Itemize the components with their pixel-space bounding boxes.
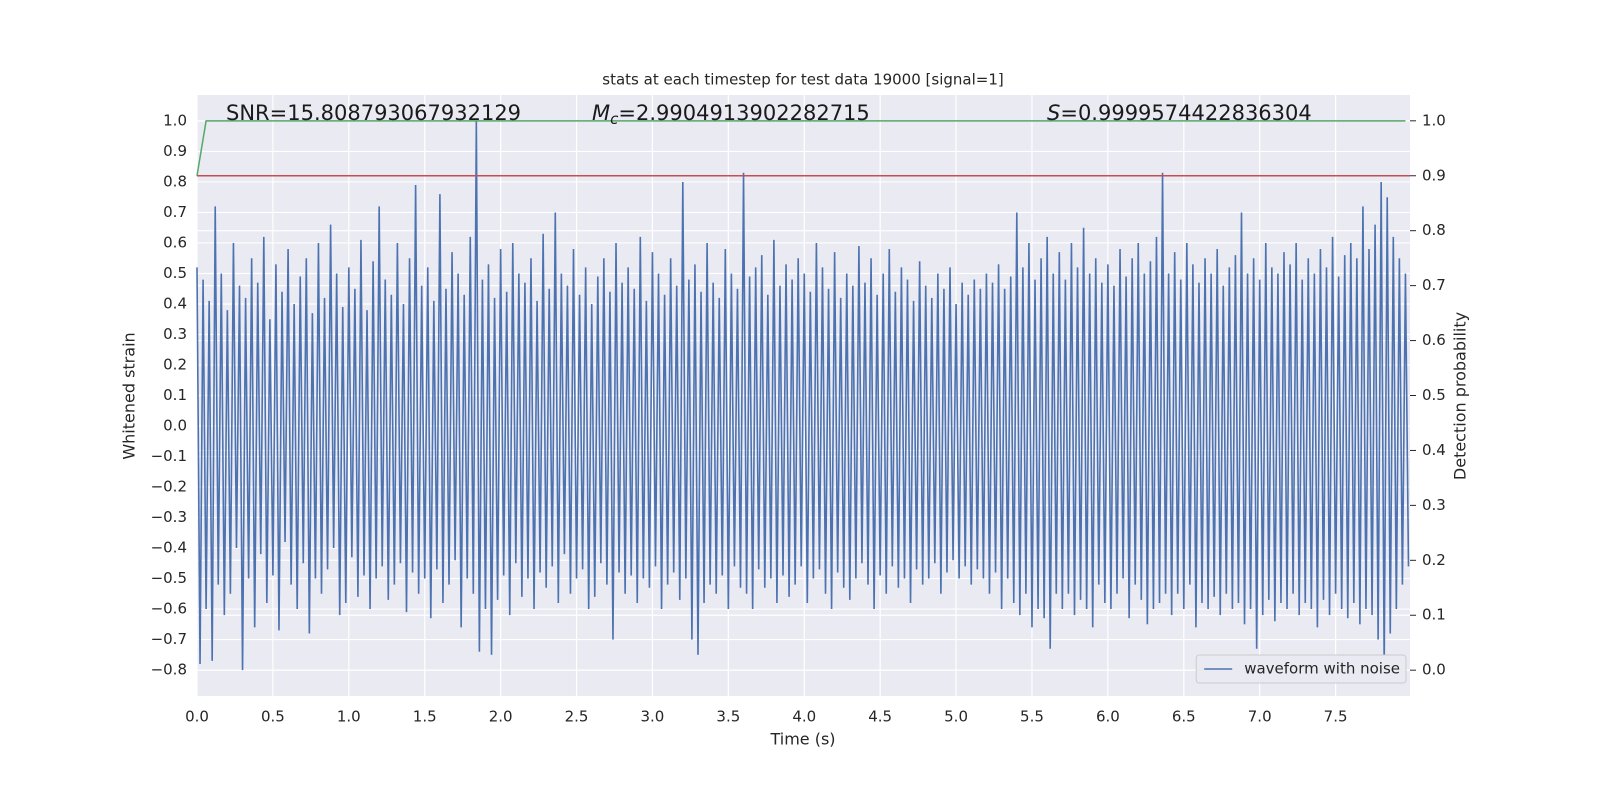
series-line — [196, 120, 1406, 176]
y-tick-label: 0.0 — [163, 417, 187, 435]
y2-tick-label: 0.0 — [1422, 661, 1446, 679]
x-tick-label: 3.5 — [716, 708, 740, 726]
y2-tick-label: 0.3 — [1422, 496, 1446, 514]
annotation-symbol: M — [592, 101, 610, 125]
annotation: S=0.9999574422836304 — [1047, 101, 1312, 125]
x-tick-label: 6.0 — [1096, 708, 1120, 726]
x-tick-label: 4.0 — [792, 708, 816, 726]
y-tick-label: −0.7 — [151, 630, 187, 648]
y-tick-label: −0.4 — [151, 539, 187, 557]
y-tick-label: −0.1 — [151, 447, 187, 465]
x-tick-label: 2.0 — [489, 708, 513, 726]
legend-box — [1195, 654, 1407, 684]
lines — [196, 120, 1410, 671]
y-tick-label: 0.3 — [163, 325, 187, 343]
x-tick-label: 7.0 — [1248, 708, 1272, 726]
y-tick-label: −0.8 — [151, 661, 187, 679]
annotation-text: =0.9999574422836304 — [1060, 101, 1311, 125]
x-tick-label: 5.0 — [944, 708, 968, 726]
y2-tick-label: 0.1 — [1422, 606, 1446, 624]
x-tick-label: 3.0 — [641, 708, 665, 726]
x-tick-label: 0.0 — [185, 708, 209, 726]
y-tick-label: 0.6 — [163, 233, 187, 251]
annotation-subscript: c — [610, 110, 619, 128]
y-tick-label: 0.5 — [163, 264, 187, 282]
y-tick-label: 0.7 — [163, 203, 187, 221]
x-tick-label: 1.0 — [337, 708, 361, 726]
y-tick-label: −0.3 — [151, 508, 187, 526]
y2-tick-label: 0.2 — [1422, 551, 1446, 569]
x-tick-label: 1.5 — [413, 708, 437, 726]
annotation: Mc=2.9904913902282715 — [592, 101, 870, 128]
y2-tick-label: 0.7 — [1422, 276, 1446, 294]
series-line — [196, 120, 1410, 671]
y-tick-label: 0.4 — [163, 294, 187, 312]
y-tick-label: 0.1 — [163, 386, 187, 404]
x-tick-label: 2.5 — [565, 708, 589, 726]
legend-label: waveform with noise — [1244, 660, 1400, 678]
y-tick-label: 0.9 — [163, 142, 187, 160]
x-tick-label: 6.5 — [1172, 708, 1196, 726]
y2-tick-label: 0.4 — [1422, 441, 1446, 459]
x-tick-label: 0.5 — [261, 708, 285, 726]
y2-tick-label: 0.6 — [1422, 331, 1446, 349]
x-tick-label: 4.5 — [868, 708, 892, 726]
y2-tick-label: 0.9 — [1422, 166, 1446, 184]
chart-title: stats at each timestep for test data 190… — [602, 71, 1003, 89]
y-tick-label: −0.5 — [151, 569, 187, 587]
y2-axis-label: Detection probability — [1451, 312, 1470, 480]
y-tick-label: −0.2 — [151, 478, 187, 496]
y2-tick-label: 0.8 — [1422, 221, 1446, 239]
annotation-symbol: S — [1047, 101, 1060, 125]
annotation-text: =2.9904913902282715 — [618, 101, 869, 125]
y-tick-label: 0.8 — [163, 172, 187, 190]
y2-tick-label: 0.5 — [1422, 386, 1446, 404]
legend: waveform with noise — [1195, 654, 1407, 684]
y-tick-label: 1.0 — [163, 111, 187, 129]
y2-tick-label: 1.0 — [1422, 111, 1446, 129]
y-axis-label: Whitened strain — [120, 332, 139, 459]
x-tick-label: 5.5 — [1020, 708, 1044, 726]
annotation: SNR=15.808793067932129 — [226, 101, 521, 125]
y-tick-label: −0.6 — [151, 600, 187, 618]
y-tick-label: 0.2 — [163, 355, 187, 373]
annotation-text: SNR=15.808793067932129 — [226, 101, 521, 125]
x-axis-label: Time (s) — [769, 730, 835, 749]
x-tick-label: 7.5 — [1324, 708, 1348, 726]
